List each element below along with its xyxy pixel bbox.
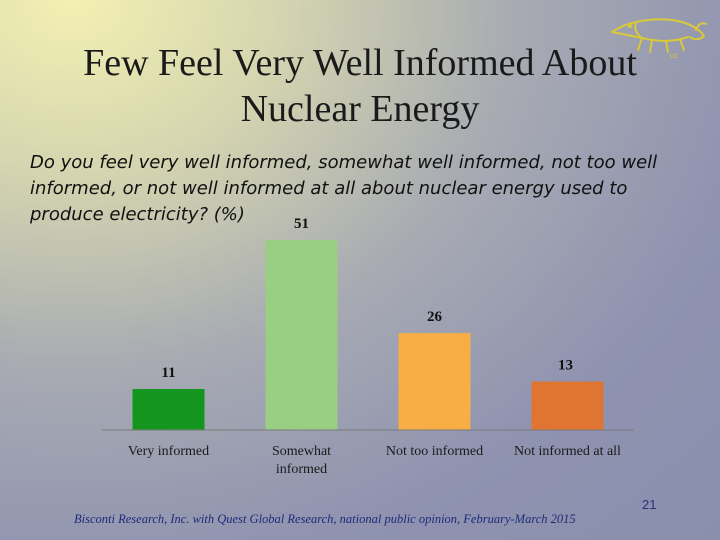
title-line-2: Nuclear Energy — [240, 88, 480, 130]
value-label-1: 51 — [294, 216, 309, 232]
svg-text:UC: UC — [670, 54, 679, 60]
bar-1 — [265, 240, 338, 430]
source-note: Bisconti Research, Inc. with Quest Globa… — [74, 512, 576, 526]
category-label-1-line-1: informed — [276, 462, 327, 477]
anteater-logo-icon: UC — [608, 10, 708, 65]
value-label-2: 26 — [427, 309, 443, 325]
bar-2 — [398, 333, 471, 430]
bar-group — [132, 240, 604, 430]
value-label-3: 13 — [558, 358, 573, 374]
category-label-1-line-0: Somewhat — [272, 444, 331, 459]
category-labels: Very informed Somewhat informed Not too inf… — [128, 444, 621, 477]
slide-title: Few Feel Very Well Informed About Nuclea… — [0, 40, 720, 132]
category-label-2: Not too informed — [386, 444, 483, 459]
category-label-3: Not informed at all — [514, 444, 621, 459]
bar-3 — [531, 381, 604, 430]
title-line-1: Few Feel Very Well Informed About — [83, 42, 637, 84]
category-label-0: Very informed — [128, 444, 209, 459]
survey-question: Do you feel very well informed, somewhat… — [30, 152, 658, 225]
value-labels: 11 51 26 13 — [161, 216, 573, 381]
page-number: 21 — [642, 497, 657, 512]
value-label-0: 11 — [161, 365, 175, 381]
bar-0 — [132, 389, 205, 430]
